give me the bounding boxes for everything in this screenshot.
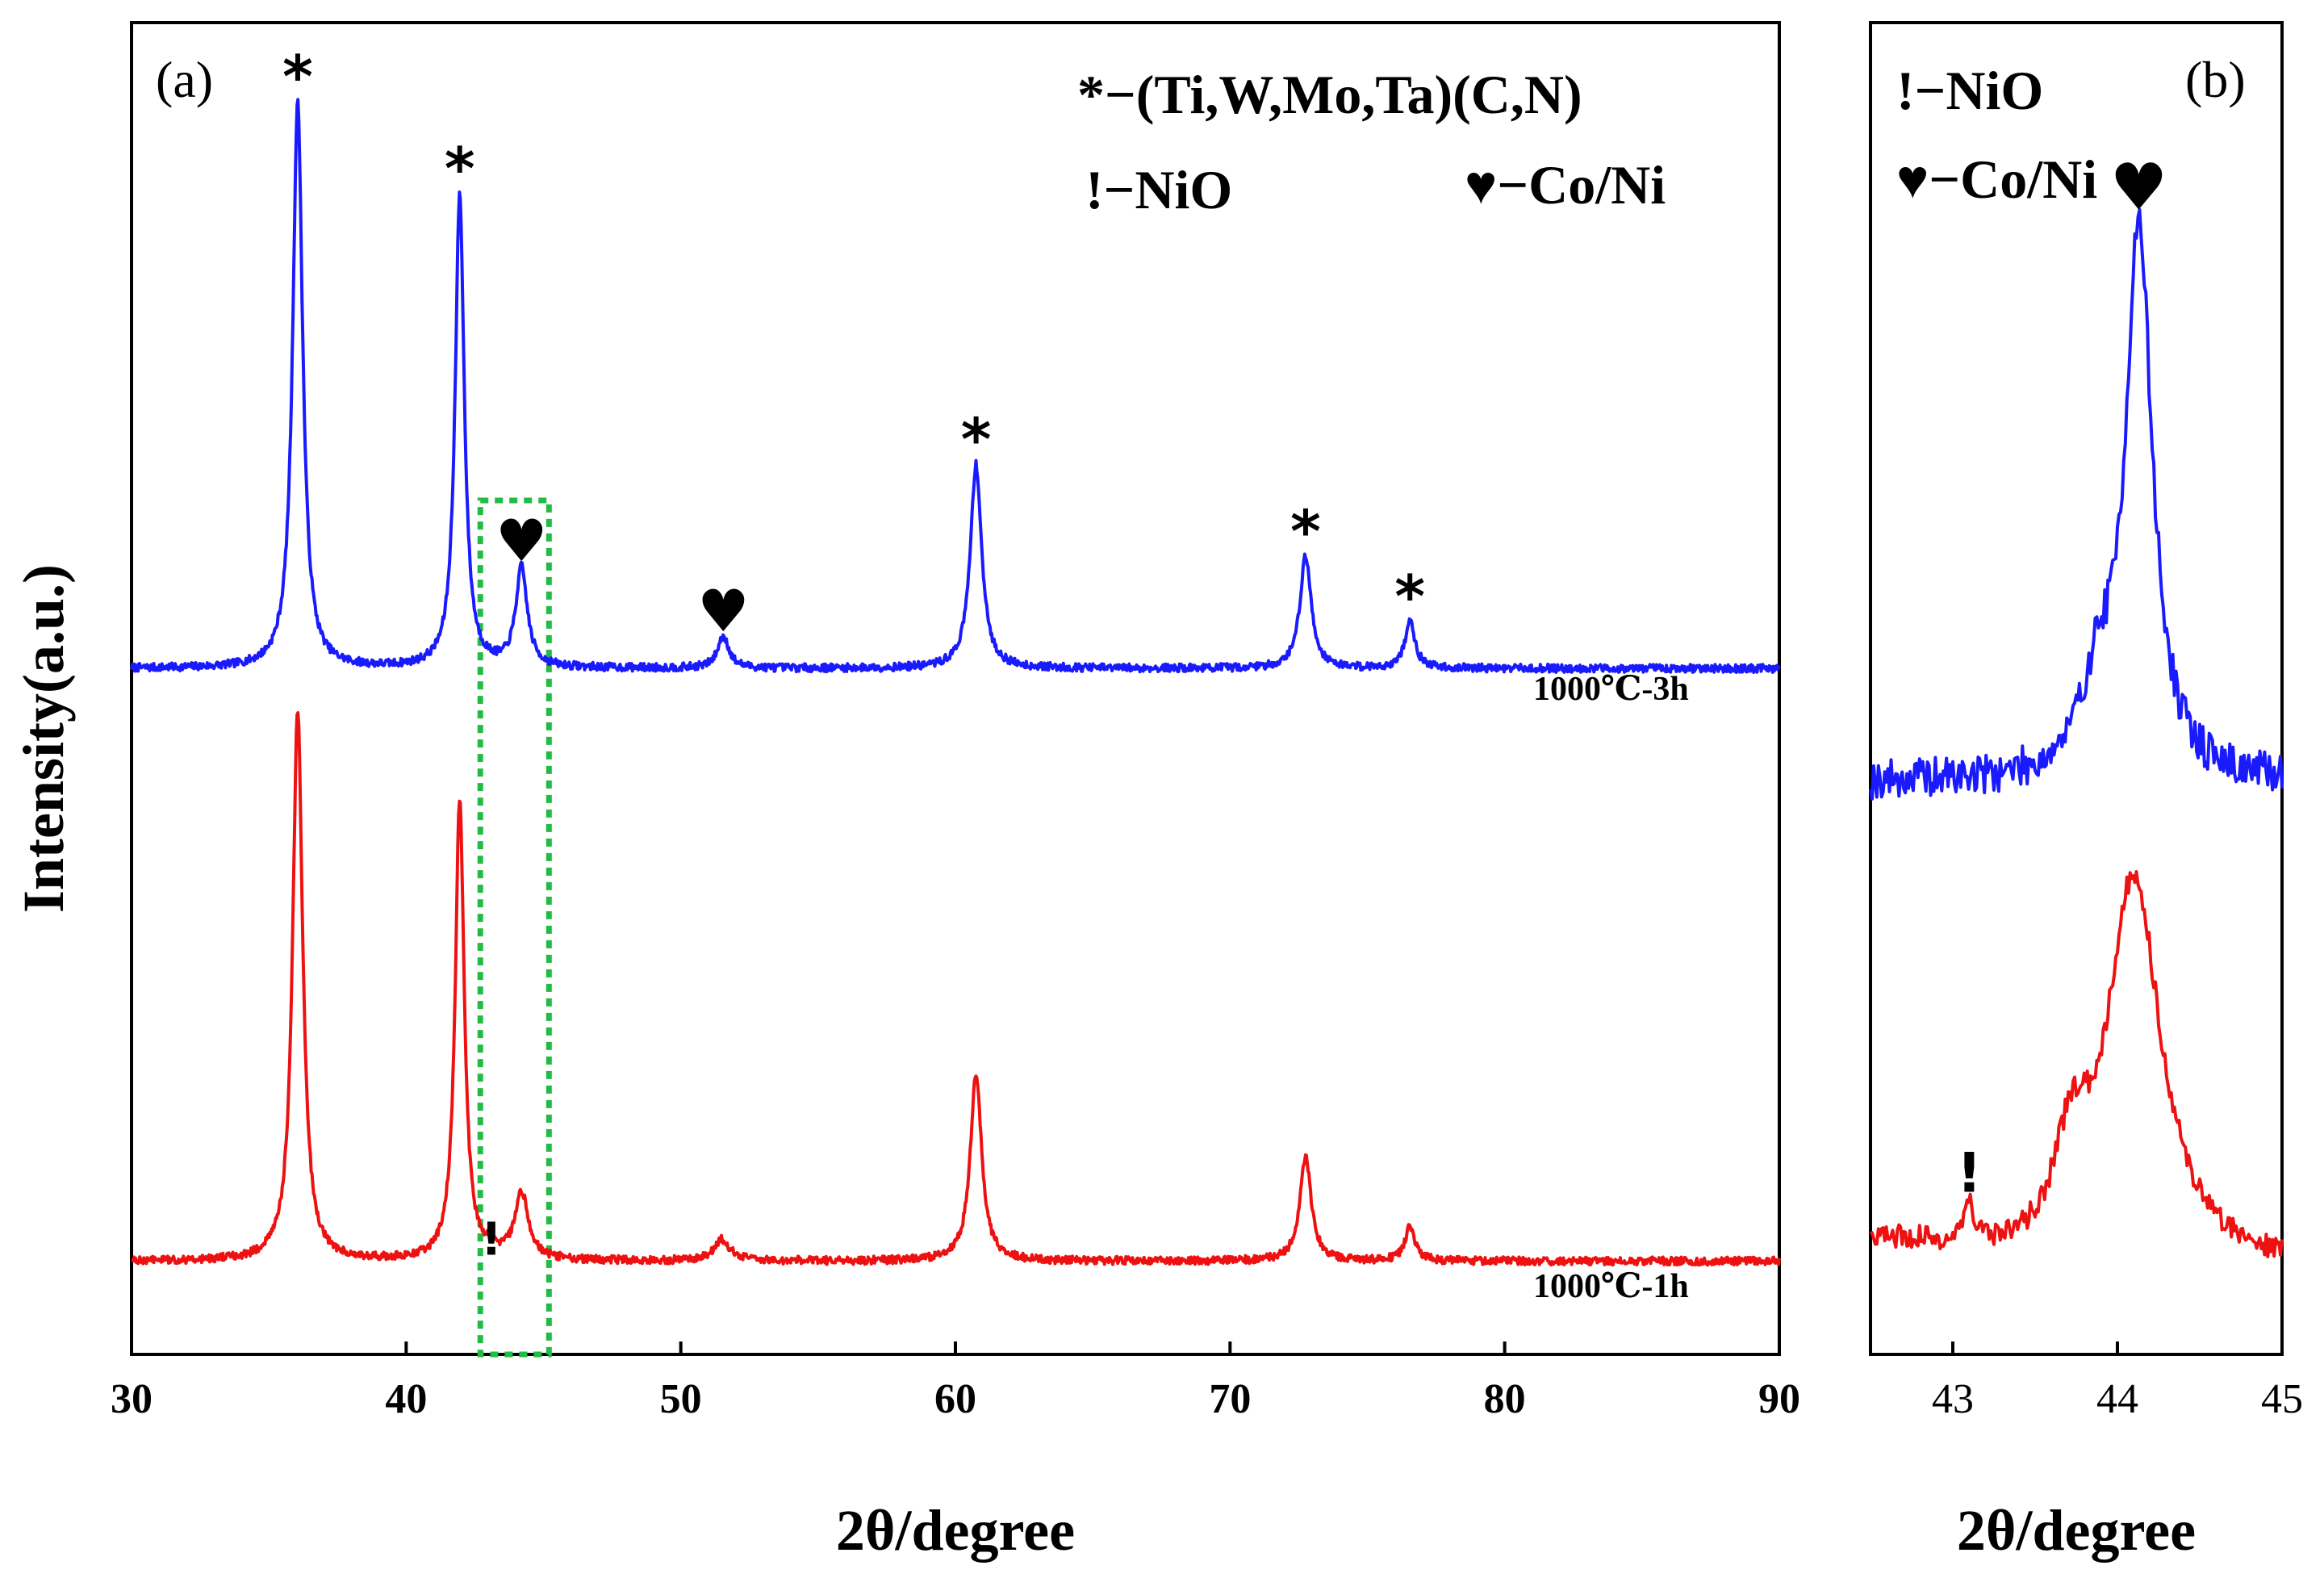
peak-marker: *: [445, 135, 475, 203]
series-1000c-1h-line: [131, 711, 1781, 1267]
panel-a-label: (a): [156, 51, 213, 108]
series-label-3h: 1000℃-3h: [1533, 671, 1689, 708]
x-tick-label: 70: [1209, 1376, 1251, 1422]
peak-marker: *: [961, 406, 992, 474]
peak-marker: *: [282, 43, 313, 111]
panel-b-label: (b): [2185, 51, 2246, 108]
x-tick-label: 43: [1932, 1376, 1974, 1422]
series-1000c-3h-line: [130, 98, 1781, 674]
peak-marker: ♥: [2110, 149, 2168, 224]
peak-marker: *: [1290, 497, 1321, 565]
series-label-1h: 1000℃-1h: [1533, 1268, 1689, 1305]
panel-b-series-group: [1869, 207, 2284, 1258]
x-tick-label: 60: [934, 1376, 976, 1422]
peak-marker: ♥: [495, 507, 548, 575]
peak-marker: !: [1957, 1141, 1982, 1205]
legend-co-ni: ♥−Co/Ni: [1465, 154, 1666, 216]
x-tick-label: 50: [660, 1376, 702, 1422]
x-axis-title-a: 2θ/degree: [836, 1498, 1075, 1563]
x-tick-label: 40: [385, 1376, 427, 1422]
x-tick-label: 80: [1484, 1376, 1526, 1422]
peak-marker: ♥: [697, 577, 750, 645]
panel-a-series-group: [130, 98, 1781, 1267]
panel-a-peak-markers: * * ♥ ♥ * * *!: [282, 43, 1425, 1266]
x-tick-label: 44: [2096, 1376, 2138, 1422]
panel-b-legend-co-ni: ♥−Co/Ni: [1896, 149, 2097, 210]
x-axis-title-b: 2θ/degree: [1957, 1498, 2196, 1563]
panel-b-legend-nio: !−NiO: [1896, 60, 2043, 121]
x-tick-label: 90: [1758, 1376, 1800, 1422]
panel-b-frame: [1869, 21, 2284, 1356]
y-axis-title: Intensity(a.u.): [11, 564, 76, 913]
x-tick-label: 45: [2261, 1376, 2303, 1422]
panel-a-frame: [130, 21, 1781, 1356]
peak-marker: !: [481, 1214, 502, 1266]
panel-a-x-ticks: 30 40 50 60 70 80 90: [111, 1342, 1800, 1422]
panel-b-peak-markers: ♥!: [1957, 149, 2167, 1205]
x-tick-label: 30: [111, 1376, 153, 1422]
panel-b-x-ticks: 43 44 45: [1932, 1342, 2303, 1422]
highlight-box: [477, 497, 552, 1358]
legend-carbonitride: *−(Ti,W,Mo,Ta)(C,N): [1077, 64, 1582, 125]
peak-marker: *: [1394, 563, 1425, 630]
panel-b-series-1h-line: [1869, 870, 2284, 1258]
legend-nio: !−NiO: [1085, 159, 1232, 220]
panel-b-series-3h-line: [1869, 207, 2284, 801]
